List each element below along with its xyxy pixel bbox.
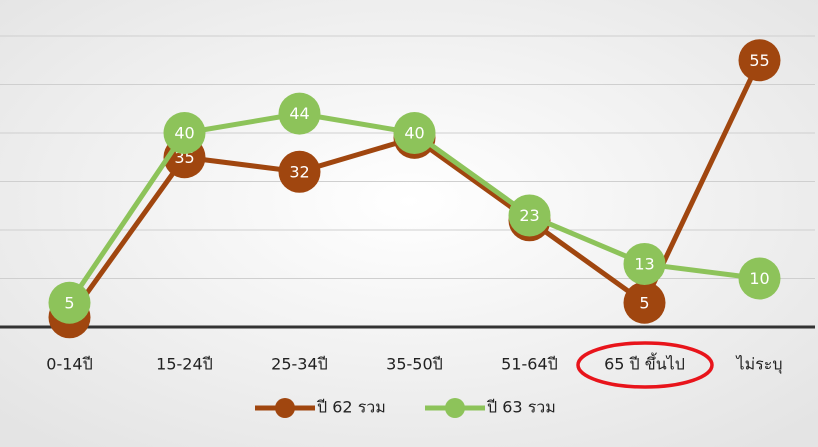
x-tick-label: 25-34ปี <box>271 355 328 374</box>
marker <box>508 194 551 237</box>
legend-marker <box>445 398 465 418</box>
value-label: 5 <box>64 293 74 312</box>
value-label: 32 <box>289 162 309 181</box>
marker <box>623 281 666 324</box>
value-label: 10 <box>749 269 769 288</box>
value-label: 40 <box>404 124 424 143</box>
x-tick-label: ไม่ระบุ <box>735 355 783 375</box>
x-tick-label: 65 ปี ขึ้นไป <box>604 353 685 374</box>
value-label: 13 <box>634 254 654 273</box>
legend-label: ปี 62 รวม <box>317 398 386 417</box>
x-tick-label: 15-24ปี <box>156 355 213 374</box>
value-label: 44 <box>289 104 309 123</box>
marker <box>738 257 781 300</box>
x-tick-label: 51-64ปี <box>501 355 558 374</box>
value-label: 23 <box>519 206 539 225</box>
marker <box>623 242 666 285</box>
legend-marker <box>275 398 295 418</box>
marker <box>163 112 206 154</box>
highlight-ellipse <box>576 341 714 389</box>
x-tick-label: 35-50ปี <box>386 355 443 374</box>
value-label: 5 <box>639 293 649 312</box>
marker <box>738 39 781 82</box>
marker <box>278 92 321 135</box>
value-label: 40 <box>174 124 194 143</box>
legend-label: ปี 63 รวม <box>487 398 556 417</box>
marker <box>278 150 321 193</box>
marker <box>48 281 91 324</box>
marker <box>393 112 436 154</box>
value-label: 55 <box>749 51 769 70</box>
x-tick-label: 0-14ปี <box>46 355 92 374</box>
